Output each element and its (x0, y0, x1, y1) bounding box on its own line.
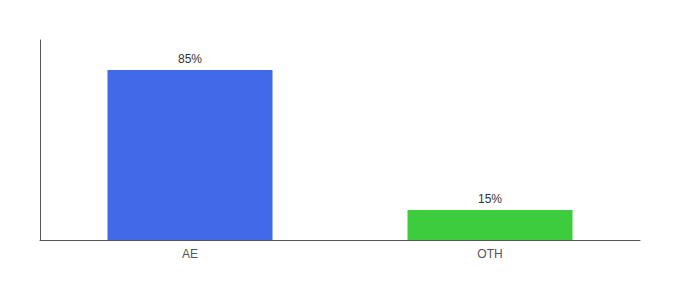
svg-text:85%: 85% (178, 52, 202, 66)
svg-text:AE: AE (182, 247, 198, 261)
svg-text:15%: 15% (478, 192, 502, 206)
svg-text:OTH: OTH (477, 247, 502, 261)
